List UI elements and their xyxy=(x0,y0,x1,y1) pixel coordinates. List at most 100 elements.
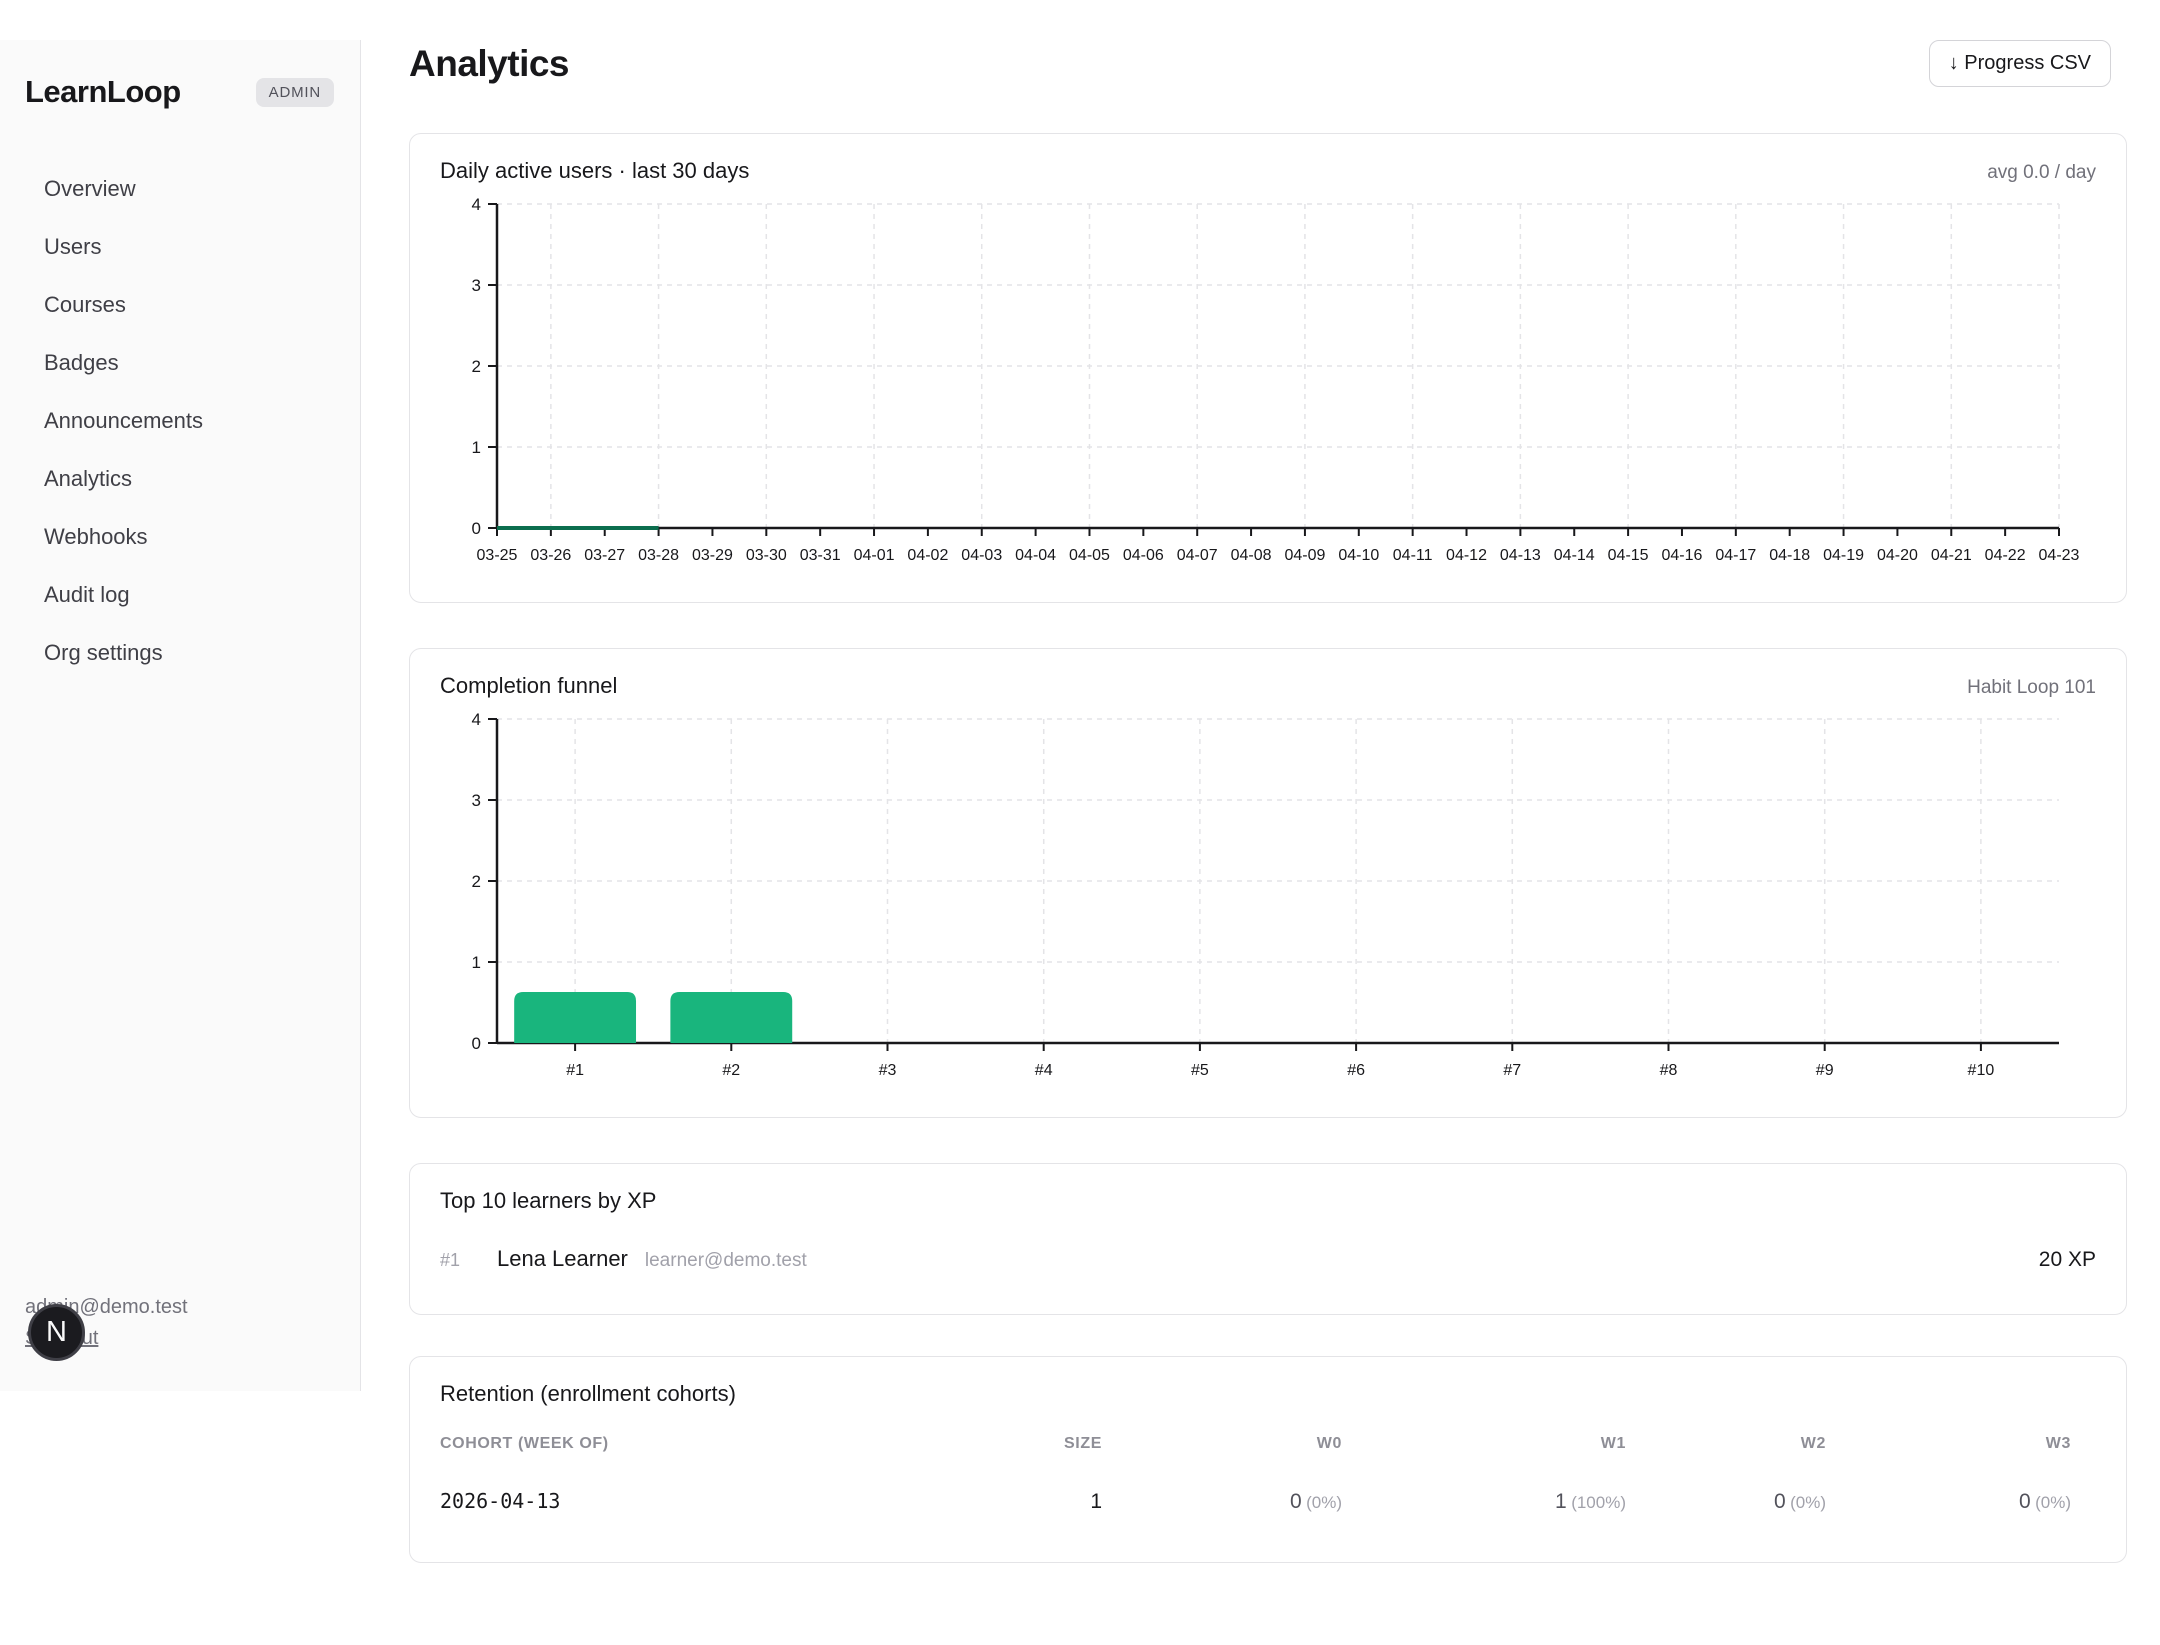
col-w1: W1 xyxy=(1600,1435,1626,1452)
card-header: Top 10 learners by XP xyxy=(440,1188,2096,1214)
sidebar-item-courses[interactable]: Courses xyxy=(44,292,126,317)
col-w0: W0 xyxy=(1316,1435,1342,1452)
svg-text:04-15: 04-15 xyxy=(1608,547,1649,564)
svg-text:04-04: 04-04 xyxy=(1015,547,1056,564)
admin-badge: ADMIN xyxy=(255,77,334,107)
svg-text:04-05: 04-05 xyxy=(1069,547,1110,564)
svg-text:#1: #1 xyxy=(566,1062,584,1079)
dau-card-meta: avg 0.0 / day xyxy=(1987,162,2096,183)
top-learners-card: Top 10 learners by XP #1 Lena Learner le… xyxy=(409,1163,2127,1315)
svg-text:4: 4 xyxy=(472,710,481,729)
learner-xp: 20 XP xyxy=(2038,1248,2096,1271)
page-title: Analytics xyxy=(409,42,570,84)
retention-table-row: 2026-04-13 1 0 (0%) 1 (100%) 0 (0%) 0 (0… xyxy=(440,1489,2096,1524)
sidebar-nav: Overview Users Courses Badges Announceme… xyxy=(0,160,360,682)
svg-text:04-07: 04-07 xyxy=(1177,547,1218,564)
app-logo: LearnLoop xyxy=(25,74,181,109)
sidebar-item-org-settings[interactable]: Org settings xyxy=(44,640,163,665)
sidebar-item-announcements[interactable]: Announcements xyxy=(44,408,203,433)
avatar[interactable]: N xyxy=(28,1304,85,1361)
svg-text:#3: #3 xyxy=(879,1062,897,1079)
svg-text:04-09: 04-09 xyxy=(1284,547,1325,564)
top-learners-title: Top 10 learners by XP xyxy=(440,1188,657,1213)
svg-text:1: 1 xyxy=(472,953,481,972)
col-w3: W3 xyxy=(2045,1435,2071,1452)
funnel-card-meta: Habit Loop 101 xyxy=(1967,677,2096,698)
svg-text:3: 3 xyxy=(472,276,481,295)
svg-text:04-08: 04-08 xyxy=(1231,547,1272,564)
sidebar-header: LearnLoop ADMIN xyxy=(0,40,360,110)
svg-text:0: 0 xyxy=(472,1034,481,1053)
learner-rank: #1 xyxy=(440,1250,461,1270)
completion-funnel-card: Completion funnel Habit Loop 101 0 1 2 3 4 #1… xyxy=(409,648,2127,1118)
sidebar: LearnLoop ADMIN Overview Users Courses B… xyxy=(0,40,361,1391)
funnel-bar-chart: 0 1 2 3 4 #1 #2 #3 #4 #5 #6 #7 #8 #9 #10 xyxy=(472,710,2059,1079)
retention-title: Retention (enrollment cohorts) xyxy=(440,1381,736,1406)
sidebar-item-badges[interactable]: Badges xyxy=(44,350,119,375)
col-cohort: COHORT (WEEK OF) xyxy=(440,1435,609,1452)
svg-text:03-27: 03-27 xyxy=(584,547,625,564)
learner-row: #1 Lena Learner learner@demo.test 20 XP xyxy=(440,1246,2096,1280)
daily-active-users-card: Daily active users · last 30 days avg 0.… xyxy=(409,133,2127,603)
svg-text:1: 1 xyxy=(472,438,481,457)
page-header: Analytics ↓ Progress CSV xyxy=(409,40,2127,87)
svg-text:04-02: 04-02 xyxy=(907,547,948,564)
cohort-week: 2026-04-13 xyxy=(440,1489,561,1513)
svg-text:3: 3 xyxy=(472,791,481,810)
card-header: Completion funnel Habit Loop 101 xyxy=(440,673,2096,699)
dau-card-title: Daily active users · last 30 days xyxy=(440,158,750,183)
svg-text:#6: #6 xyxy=(1347,1062,1365,1079)
sidebar-item-audit-log[interactable]: Audit log xyxy=(44,582,130,607)
retention-table-header: COHORT (WEEK OF) SIZE W0 W1 W2 W3 xyxy=(440,1435,2096,1453)
svg-text:04-12: 04-12 xyxy=(1446,547,1487,564)
card-header: Daily active users · last 30 days avg 0.… xyxy=(440,158,2096,184)
svg-text:2: 2 xyxy=(472,357,481,376)
retention-card: Retention (enrollment cohorts) COHORT (W… xyxy=(409,1356,2127,1563)
svg-text:04-10: 04-10 xyxy=(1338,547,1379,564)
svg-text:#7: #7 xyxy=(1503,1062,1521,1079)
learner-name: Lena Learner xyxy=(497,1246,628,1271)
svg-text:04-17: 04-17 xyxy=(1715,547,1756,564)
svg-text:2: 2 xyxy=(472,872,481,891)
svg-text:0: 0 xyxy=(472,519,481,538)
svg-text:04-22: 04-22 xyxy=(1985,547,2026,564)
cohort-w2: 0 (0%) xyxy=(1773,1490,1826,1513)
svg-text:04-20: 04-20 xyxy=(1877,547,1918,564)
svg-text:#10: #10 xyxy=(1968,1062,1995,1079)
card-header: Retention (enrollment cohorts) xyxy=(440,1381,2096,1407)
svg-text:03-26: 03-26 xyxy=(530,547,571,564)
svg-text:04-19: 04-19 xyxy=(1823,547,1864,564)
sidebar-item-analytics[interactable]: Analytics xyxy=(44,466,133,491)
svg-text:#2: #2 xyxy=(722,1062,740,1079)
sidebar-item-users[interactable]: Users xyxy=(44,234,102,259)
learner-email: learner@demo.test xyxy=(644,1250,807,1271)
svg-text:04-13: 04-13 xyxy=(1500,547,1541,564)
cohort-w1: 1 (100%) xyxy=(1555,1490,1626,1513)
sidebar-item-webhooks[interactable]: Webhooks xyxy=(44,524,148,549)
svg-text:04-18: 04-18 xyxy=(1769,547,1810,564)
svg-text:04-14: 04-14 xyxy=(1554,547,1595,564)
svg-text:03-31: 03-31 xyxy=(800,547,841,564)
col-size: SIZE xyxy=(1064,1435,1102,1452)
svg-text:04-23: 04-23 xyxy=(2039,547,2080,564)
funnel-card-title: Completion funnel xyxy=(440,673,618,698)
main-content: Analytics ↓ Progress CSV Daily active us… xyxy=(361,40,2160,1563)
cohort-w0: 0 (0%) xyxy=(1289,1490,1342,1513)
svg-text:03-25: 03-25 xyxy=(477,547,518,564)
svg-text:03-29: 03-29 xyxy=(692,547,733,564)
svg-text:04-01: 04-01 xyxy=(854,547,895,564)
svg-text:#5: #5 xyxy=(1191,1062,1209,1079)
cohort-size: 1 xyxy=(1090,1490,1102,1513)
svg-text:03-30: 03-30 xyxy=(746,547,787,564)
col-w2: W2 xyxy=(1800,1435,1826,1452)
svg-text:#4: #4 xyxy=(1035,1062,1053,1079)
svg-text:03-28: 03-28 xyxy=(638,547,679,564)
progress-csv-button[interactable]: ↓ Progress CSV xyxy=(1928,40,2111,87)
svg-text:04-03: 04-03 xyxy=(961,547,1002,564)
cohort-w3: 0 (0%) xyxy=(2018,1490,2071,1513)
svg-text:4: 4 xyxy=(472,195,481,214)
svg-text:04-16: 04-16 xyxy=(1662,547,1703,564)
sidebar-item-overview[interactable]: Overview xyxy=(44,176,136,201)
svg-text:#8: #8 xyxy=(1660,1062,1678,1079)
dau-line-chart: 0 1 2 3 4 03-25 03-26 03-27 03-28 03-29 03-30 03-31… xyxy=(472,195,2080,564)
